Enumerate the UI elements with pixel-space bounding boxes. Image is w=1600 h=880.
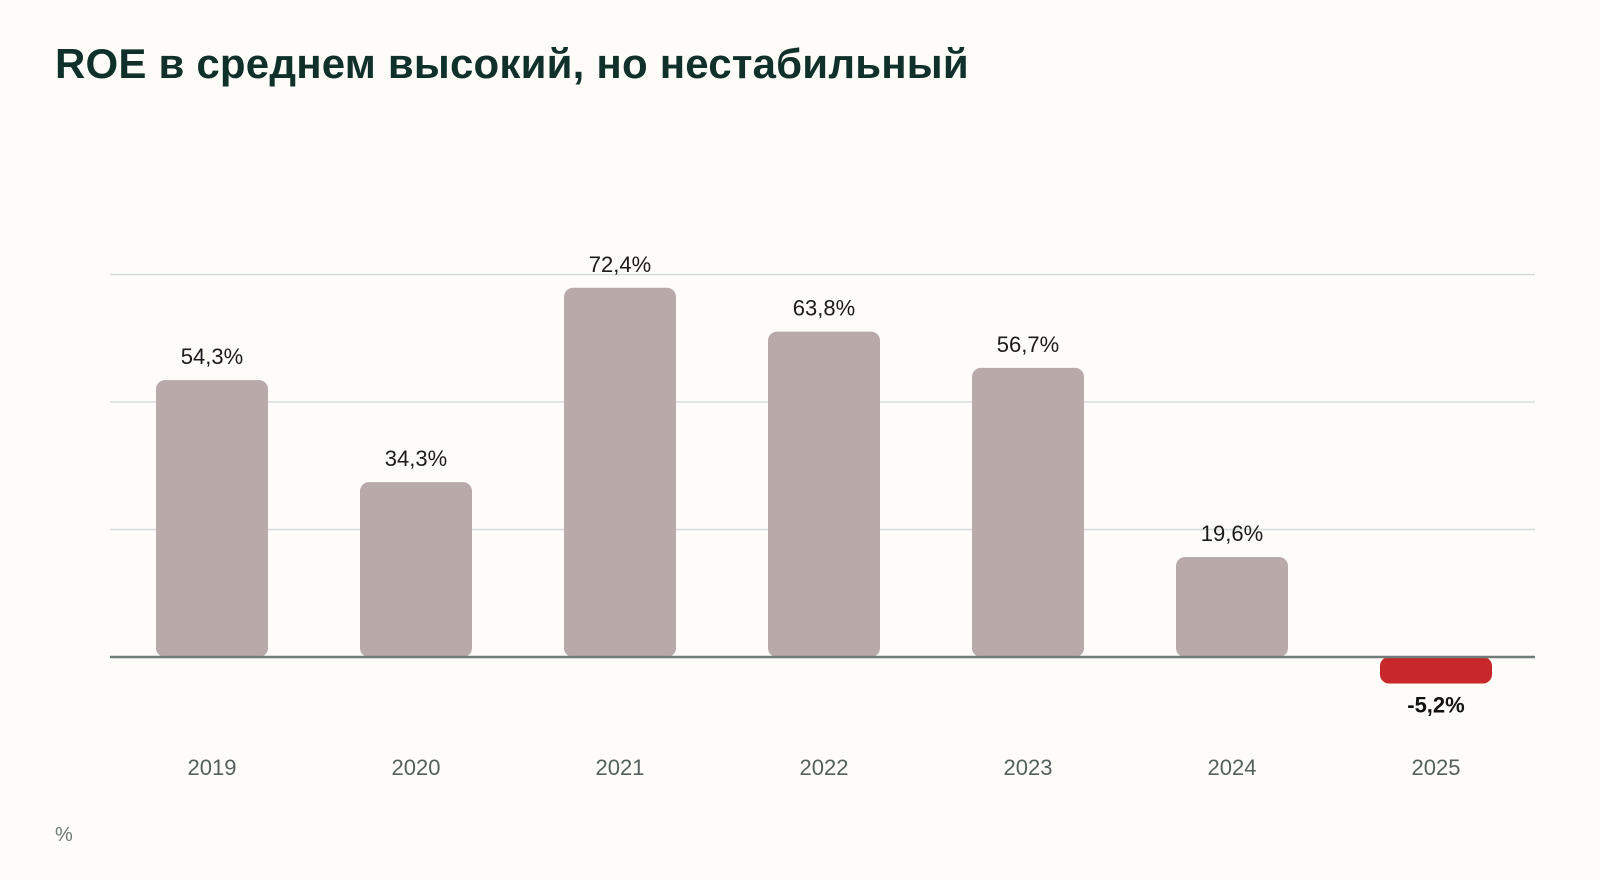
value-label-2022: 63,8% <box>793 296 855 321</box>
category-label-2021: 2021 <box>596 755 645 780</box>
value-label-2025: -5,2% <box>1407 693 1464 718</box>
value-label-2024: 19,6% <box>1201 521 1263 546</box>
category-label-2023: 2023 <box>1004 755 1053 780</box>
value-labels: 54,3% 34,3% 72,4% 63,8% 56,7% 19,6% -5,2% <box>181 252 1465 718</box>
value-label-2023: 56,7% <box>997 332 1059 357</box>
unit-note: % <box>55 824 73 846</box>
bar-2024 <box>1176 557 1288 657</box>
page-title: ROE в среднем высокий, но нестабильный <box>55 40 969 87</box>
category-label-2020: 2020 <box>392 755 441 780</box>
bar-2020 <box>360 482 472 657</box>
value-label-2019: 54,3% <box>181 344 243 369</box>
bar-2025 <box>1380 657 1492 684</box>
value-label-2020: 34,3% <box>385 446 447 471</box>
value-label-2021: 72,4% <box>589 252 651 277</box>
bar-2019 <box>156 380 268 657</box>
bar-2021 <box>564 287 676 657</box>
bars <box>156 287 1492 684</box>
category-labels: 2019 2020 2021 2022 2023 2024 2025 <box>188 755 1461 780</box>
category-label-2022: 2022 <box>800 755 849 780</box>
category-label-2024: 2024 <box>1208 755 1257 780</box>
category-label-2025: 2025 <box>1412 755 1461 780</box>
category-label-2019: 2019 <box>188 755 237 780</box>
bar-2023 <box>972 367 1084 657</box>
bar-2022 <box>768 331 880 657</box>
